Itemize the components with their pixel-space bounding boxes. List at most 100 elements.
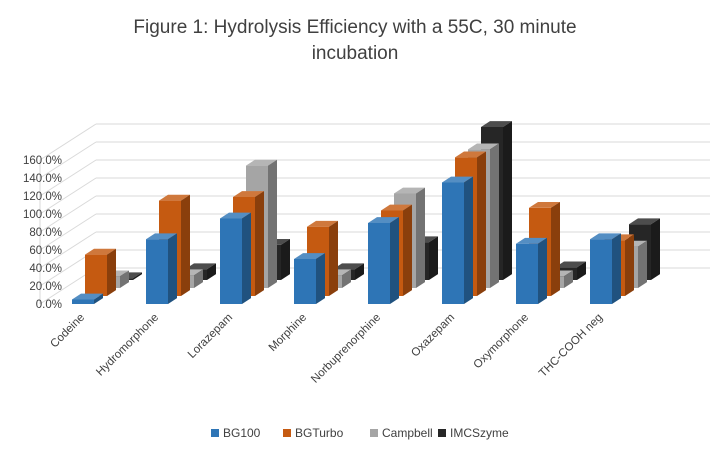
bar-top: [394, 187, 425, 194]
bar-top: [185, 263, 216, 270]
side-gridline: [39, 159, 97, 197]
legend-swatch: [211, 429, 219, 437]
bar-side: [625, 234, 634, 296]
legend-swatch: [370, 429, 378, 437]
side-gridline: [39, 195, 97, 233]
bar-side: [429, 236, 438, 280]
bar-BG100-4: [368, 217, 399, 304]
bar-side: [503, 121, 512, 281]
y-tick-label: 60.0%: [29, 245, 62, 257]
bar-top: [294, 253, 325, 259]
bar-side: [651, 218, 660, 280]
bars: [72, 121, 660, 304]
bar-top: [85, 248, 116, 255]
x-tick-label: Codeine: [48, 312, 87, 351]
bar-top: [333, 263, 364, 270]
bar-top: [72, 293, 103, 300]
bar-top: [481, 121, 512, 127]
y-tick-label: 120.0%: [23, 191, 62, 203]
bar-BG100-5: [442, 176, 473, 304]
legend-label: BG100: [223, 426, 261, 440]
x-tick-label: Hydromorphone: [94, 312, 161, 379]
bar-top: [590, 233, 621, 240]
bar-side: [168, 233, 177, 304]
bar-BG100-7: [590, 233, 621, 304]
bar-top: [146, 233, 177, 240]
bar-front: [442, 182, 464, 304]
bar-side: [94, 293, 103, 304]
bar-side: [612, 233, 621, 304]
bar-side: [255, 191, 264, 296]
bar-top: [555, 261, 586, 268]
bar-BG100-2: [220, 212, 251, 304]
bar-front: [220, 218, 242, 304]
bar-side: [538, 237, 547, 304]
bar-side: [316, 253, 325, 304]
y-tick-label: 80.0%: [29, 227, 62, 239]
bar-side: [403, 204, 412, 296]
bar-top: [529, 201, 560, 208]
bar-side: [181, 194, 190, 296]
bar-front: [516, 243, 538, 304]
bar-side: [477, 151, 486, 296]
bar-side: [133, 272, 142, 280]
legend-swatch: [283, 429, 291, 437]
x-tick-label: THC-COOH neg: [537, 312, 605, 380]
bar-top: [516, 237, 547, 244]
bar-side: [638, 240, 647, 288]
bar-side: [342, 269, 351, 288]
side-gridline: [39, 141, 97, 179]
legend-label: IMCSzyme: [450, 426, 509, 440]
x-tick-label: Oxymorphone: [472, 312, 532, 372]
side-gridline: [39, 213, 97, 251]
bar-top: [233, 191, 264, 197]
bar-BG100-0: [72, 293, 103, 304]
bar-front: [85, 254, 107, 296]
y-tick-label: 20.0%: [29, 281, 62, 293]
x-tick-label: Morphine: [267, 312, 309, 354]
bar-side: [242, 212, 251, 304]
bar-front: [72, 299, 94, 304]
bar-side: [464, 176, 473, 304]
x-axis: Codeine Hydromorphone Lorazepam Morphine Nor…: [48, 312, 605, 386]
bar-side: [577, 261, 586, 280]
legend-item-BGTurbo: BGTurbo: [283, 426, 344, 440]
y-axis: 0.0% 20.0% 40.0% 60.0% 80.0% 100.0% 120.0% 140.…: [23, 155, 62, 311]
chart-title: Figure 1: Hydrolysis Efficiency with a 5…: [133, 17, 576, 38]
bar-BG100-1: [146, 233, 177, 304]
legend-item-IMCSzyme: IMCSzyme: [438, 426, 509, 440]
bar-side: [329, 220, 338, 296]
bar-side: [416, 187, 425, 288]
bar-top: [159, 194, 190, 201]
bar-side: [390, 217, 399, 304]
y-tick-label: 160.0%: [23, 155, 62, 167]
bar-top: [307, 220, 338, 227]
bar-side: [268, 159, 277, 288]
legend-swatch: [438, 429, 446, 437]
bar-side: [281, 239, 290, 280]
legend: BG100 BGTurbo Campbell IMCSzyme: [211, 426, 509, 440]
bar-top: [368, 217, 399, 223]
x-tick-label: Norbuprenorphine: [309, 312, 383, 386]
bar-top: [381, 204, 412, 211]
legend-label: BGTurbo: [295, 426, 344, 440]
bar-top: [442, 176, 473, 183]
y-tick-label: 0.0%: [36, 299, 62, 311]
x-tick-label: Lorazepam: [186, 312, 235, 361]
legend-label: Campbell: [382, 426, 433, 440]
bar-front: [590, 239, 612, 304]
bar-side: [490, 143, 499, 288]
side-gridline: [39, 231, 97, 269]
bar-side: [107, 248, 116, 296]
bar-front: [146, 239, 168, 304]
x-tick-label: Oxazepam: [409, 312, 457, 360]
legend-item-Campbell: Campbell: [370, 426, 433, 440]
bar-BG100-6: [516, 237, 547, 304]
bar-side: [355, 263, 364, 280]
chart-title-line2: incubation: [312, 43, 399, 64]
bar-top: [629, 218, 660, 225]
y-tick-label: 140.0%: [23, 173, 62, 185]
bar-side: [564, 270, 573, 288]
bar-top: [246, 159, 277, 166]
